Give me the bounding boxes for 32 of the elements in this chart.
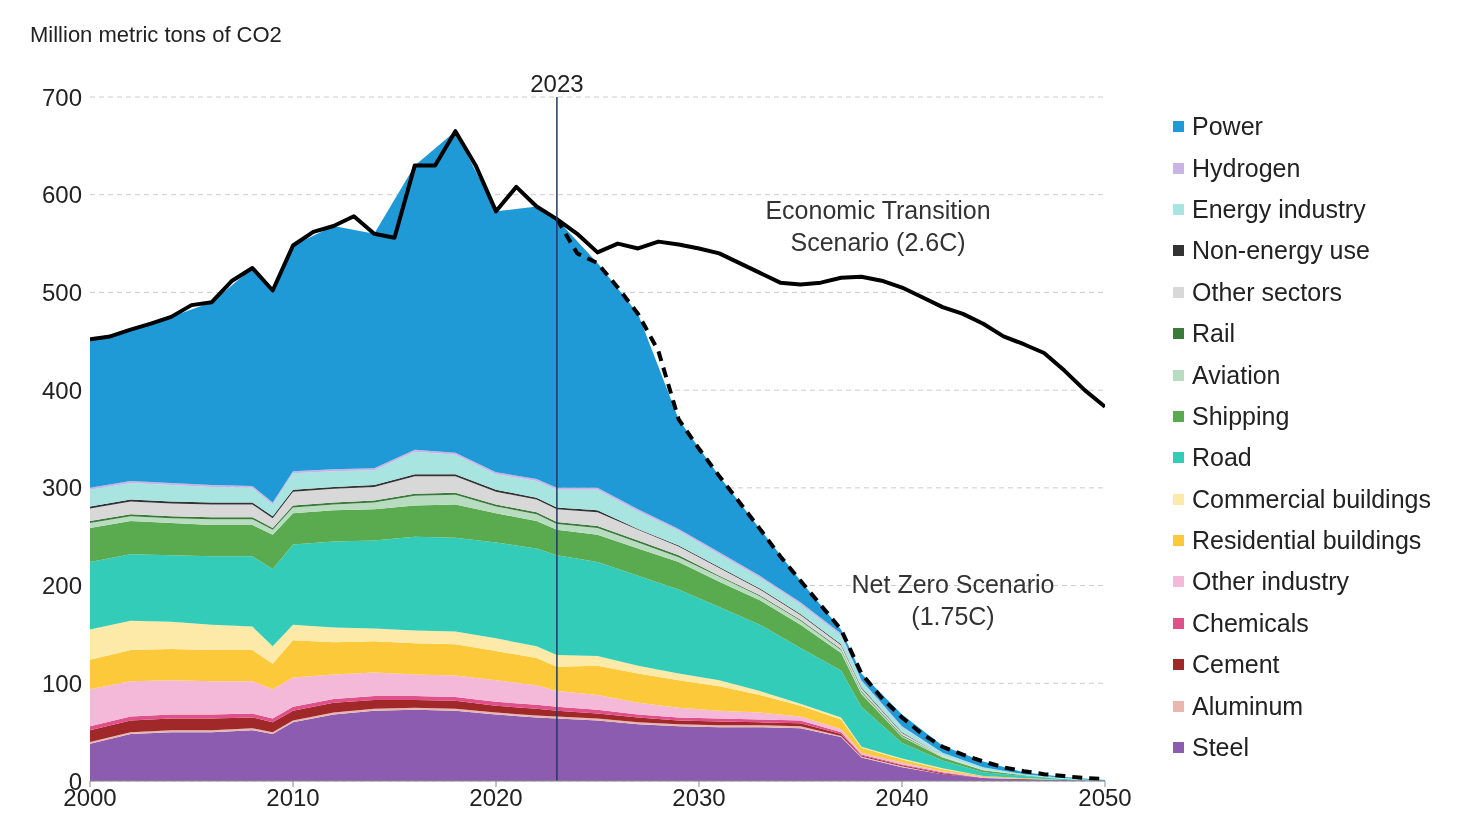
x-tick-label: 2040 bbox=[875, 784, 929, 812]
legend-label: Power bbox=[1192, 112, 1263, 142]
annotation: Net Zero Scenario (1.75C) bbox=[850, 569, 1056, 632]
legend-label: Aluminum bbox=[1192, 691, 1304, 721]
y-tick-label: 300 bbox=[41, 474, 82, 502]
annotation: Economic Transition Scenario (2.6C) bbox=[764, 195, 992, 258]
x-tick-label: 2010 bbox=[266, 784, 320, 812]
y-tick-label: 100 bbox=[41, 669, 82, 697]
x-tick-label: 2030 bbox=[672, 784, 726, 812]
y-tick-label: 200 bbox=[41, 572, 82, 600]
x-tick-label: 2050 bbox=[1078, 784, 1132, 812]
legend-label: Other sectors bbox=[1192, 277, 1343, 307]
legend-label: Chemicals bbox=[1192, 608, 1309, 638]
legend-label: Rail bbox=[1192, 319, 1236, 349]
x-tick-label: 2020 bbox=[469, 784, 523, 812]
legend-label: Residential buildings bbox=[1192, 526, 1422, 556]
legend-label: Steel bbox=[1192, 733, 1249, 763]
y-axis-title: Million metric tons of CO2 bbox=[30, 22, 282, 48]
legend-label: Commercial buildings bbox=[1192, 484, 1431, 514]
legend-label: Cement bbox=[1192, 650, 1280, 680]
ref-line-label: 2023 bbox=[530, 70, 584, 97]
legend-label: Hydrogen bbox=[1192, 153, 1301, 183]
legend-label: Road bbox=[1192, 443, 1252, 473]
legend-label: Shipping bbox=[1192, 401, 1290, 431]
legend-label: Aviation bbox=[1192, 360, 1281, 390]
legend-label: Energy industry bbox=[1192, 194, 1366, 224]
legend-label: Non-energy use bbox=[1192, 236, 1370, 266]
y-tick-label: 500 bbox=[41, 278, 82, 306]
legend-label: Other industry bbox=[1192, 567, 1350, 597]
y-tick-label: 600 bbox=[41, 181, 82, 209]
y-tick-label: 400 bbox=[41, 376, 82, 404]
y-tick-label: 700 bbox=[41, 83, 82, 111]
